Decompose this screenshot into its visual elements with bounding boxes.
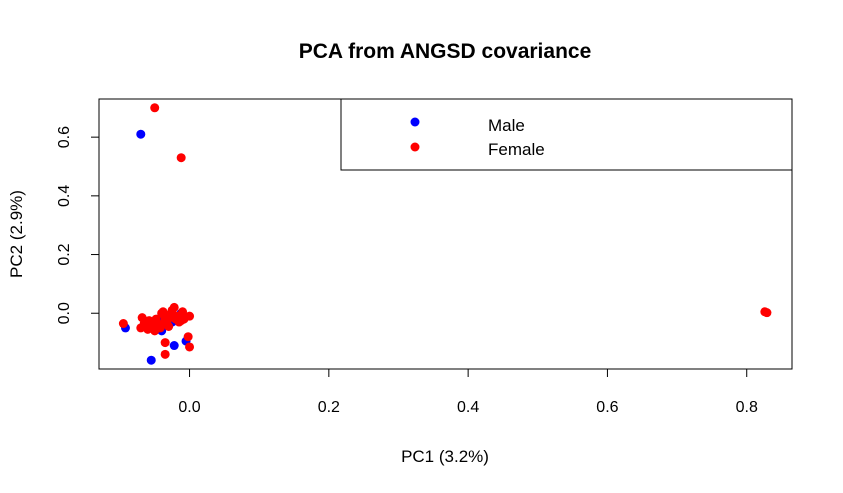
data-point-male xyxy=(146,355,156,365)
x-axis-label: PC1 (3.2%) xyxy=(401,447,489,466)
data-point-female xyxy=(183,332,193,342)
legend-box xyxy=(340,98,793,171)
data-point-female xyxy=(164,321,174,331)
y-axis: 0.0 0.2 0.4 0.6 xyxy=(56,126,100,324)
legend-label-female: Female xyxy=(488,140,545,159)
x-tick-label: 0.4 xyxy=(457,399,479,416)
y-tick-label: 0.6 xyxy=(56,126,73,148)
data-point-female xyxy=(150,103,160,113)
x-tick-label: 0.8 xyxy=(736,399,758,416)
y-tick-label: 0.0 xyxy=(56,302,73,324)
legend: Male Female xyxy=(340,98,793,171)
data-point-male xyxy=(169,341,179,351)
legend-label-male: Male xyxy=(488,116,525,135)
legend-marker-female xyxy=(410,142,420,152)
x-axis: 0.0 0.2 0.4 0.6 0.8 xyxy=(178,368,758,416)
data-point-male xyxy=(136,129,146,139)
x-tick-label: 0.0 xyxy=(178,399,200,416)
data-point-female xyxy=(160,338,170,348)
data-point-female xyxy=(176,153,186,163)
y-tick-label: 0.2 xyxy=(56,243,73,265)
data-point-female xyxy=(185,311,195,321)
data-point-female xyxy=(178,307,188,317)
y-tick-label: 0.4 xyxy=(56,185,73,207)
data-point-female xyxy=(185,342,195,352)
legend-marker-male xyxy=(410,117,420,127)
data-point-female xyxy=(160,349,170,359)
data-point-female xyxy=(169,302,179,312)
data-point-female xyxy=(762,308,772,318)
data-point-female xyxy=(118,319,128,329)
x-tick-label: 0.6 xyxy=(596,399,618,416)
x-tick-label: 0.2 xyxy=(318,399,340,416)
chart-title: PCA from ANGSD covariance xyxy=(299,40,592,63)
data-points xyxy=(118,103,772,365)
y-axis-label: PC2 (2.9%) xyxy=(7,190,26,278)
